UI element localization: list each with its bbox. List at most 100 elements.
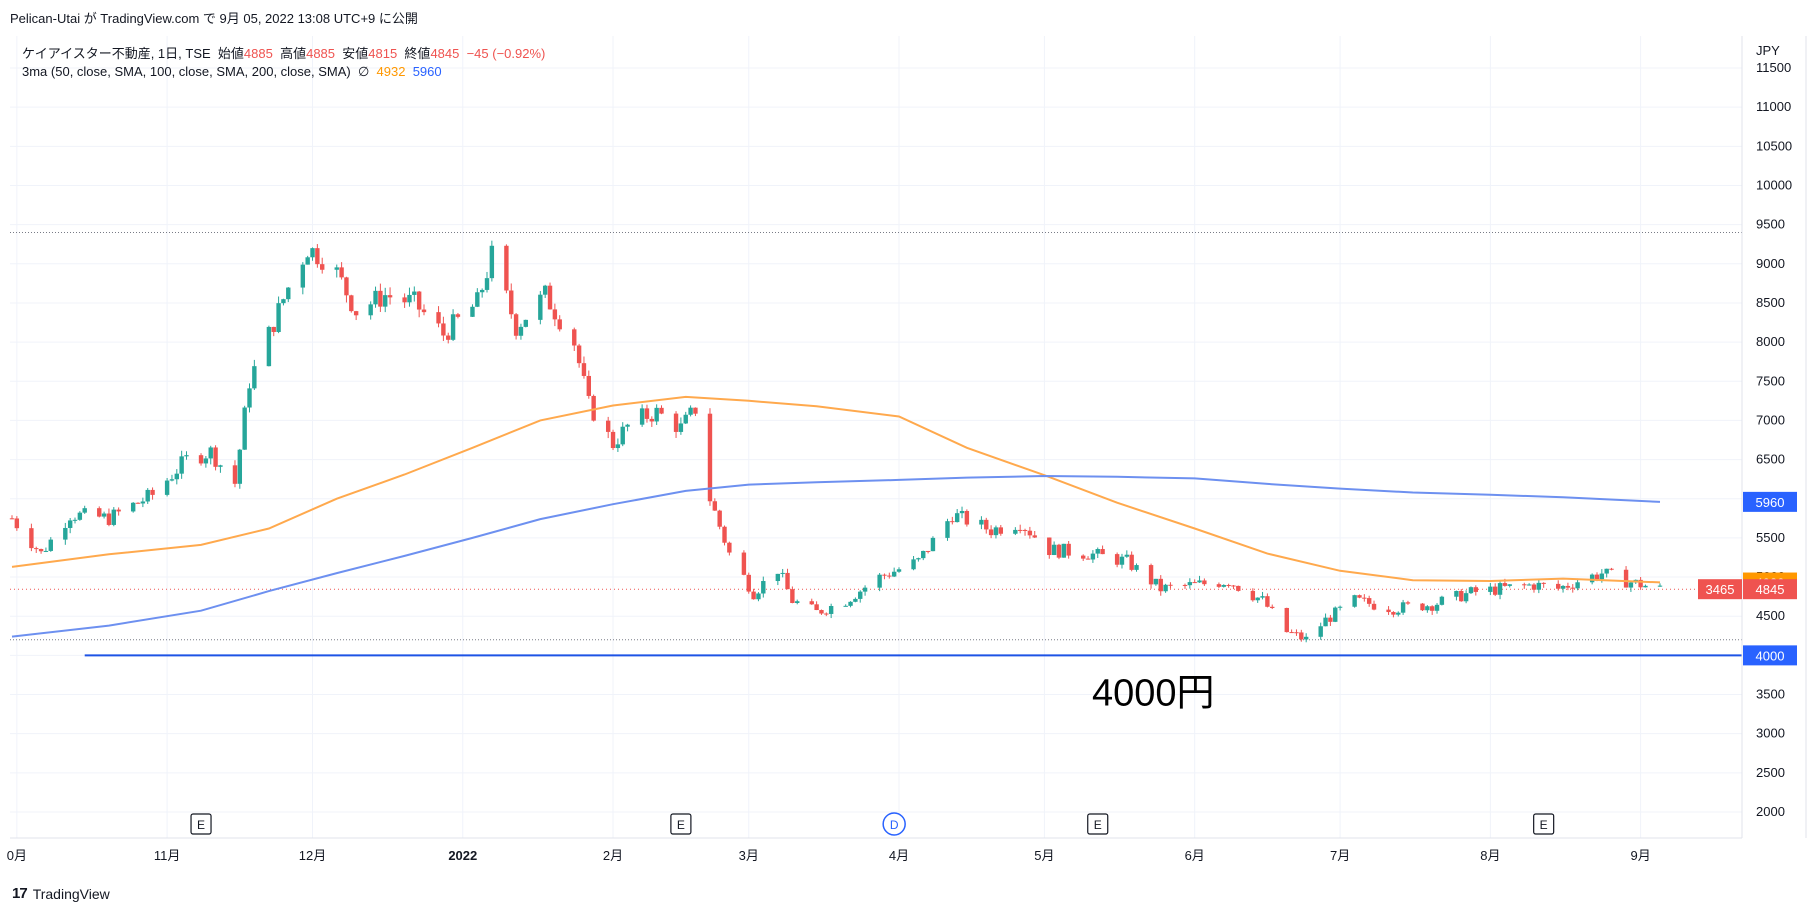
candle-body bbox=[712, 501, 718, 511]
candle-body bbox=[1226, 585, 1231, 587]
candle-body bbox=[1100, 549, 1105, 555]
candle-body bbox=[412, 291, 417, 295]
candle-body bbox=[135, 502, 141, 504]
grid-lines bbox=[10, 36, 1742, 838]
candle-body bbox=[416, 291, 422, 310]
candle-body bbox=[383, 295, 388, 307]
candle-body bbox=[1493, 586, 1498, 595]
candle-body bbox=[945, 521, 950, 538]
low-label: 安値 bbox=[342, 46, 369, 61]
candle-body bbox=[344, 277, 349, 296]
candle-body bbox=[1022, 529, 1028, 531]
candle-body bbox=[509, 290, 514, 315]
candle-body bbox=[673, 413, 679, 432]
candle-body bbox=[761, 581, 766, 594]
candles bbox=[9, 240, 1663, 643]
candle-body bbox=[276, 303, 281, 332]
candle-body bbox=[174, 473, 179, 480]
candle-body bbox=[1129, 554, 1134, 570]
support-line-group[interactable]: 4000円 bbox=[84, 654, 1742, 714]
ma100-value: 4932 bbox=[376, 64, 406, 79]
candle-body bbox=[421, 309, 427, 313]
candle-body bbox=[644, 408, 650, 419]
candle-body bbox=[368, 304, 373, 316]
x-tick-label: 3月 bbox=[739, 848, 759, 863]
candle-body bbox=[1400, 602, 1406, 613]
candle-body bbox=[1468, 587, 1474, 594]
price-badge-label: 4000 bbox=[1756, 648, 1785, 663]
open-label: 始値 bbox=[217, 46, 244, 61]
candle-body bbox=[1556, 583, 1561, 589]
dividend-marker-label: D bbox=[890, 818, 899, 832]
symbol-name[interactable]: ケイアイスター不動産, 1日, TSE bbox=[22, 46, 211, 61]
candle-body bbox=[1628, 582, 1634, 588]
candle-body bbox=[1202, 580, 1207, 585]
candle-body bbox=[1265, 596, 1270, 607]
candle-body bbox=[1357, 595, 1362, 598]
candle-body bbox=[1090, 553, 1096, 560]
close-value: 4845 bbox=[430, 46, 460, 61]
candle-body bbox=[441, 323, 446, 336]
y-tick-label: 11500 bbox=[1756, 60, 1791, 75]
candle-body bbox=[1221, 585, 1226, 587]
candle-body bbox=[741, 552, 747, 575]
candle-body bbox=[959, 510, 965, 514]
currency-label[interactable]: JPY bbox=[1756, 43, 1780, 58]
dividend-marker bbox=[882, 812, 906, 836]
candle-body bbox=[896, 569, 902, 572]
candle-body bbox=[1439, 596, 1445, 605]
y-tick-label: 2500 bbox=[1756, 765, 1785, 780]
candle-body bbox=[576, 345, 582, 364]
candle-body bbox=[179, 456, 184, 474]
y-tick-label: 4500 bbox=[1756, 608, 1785, 623]
candle-body bbox=[707, 413, 713, 502]
candle-body bbox=[1066, 543, 1071, 556]
candle-body bbox=[688, 407, 693, 415]
candle-body bbox=[625, 424, 630, 427]
candle-body bbox=[795, 601, 800, 603]
x-tick-label: 11月 bbox=[154, 848, 181, 863]
candle-body bbox=[1294, 632, 1299, 634]
candle-body bbox=[48, 539, 53, 551]
earnings-marker bbox=[1533, 813, 1555, 835]
candle-body bbox=[402, 297, 407, 303]
candle-body bbox=[882, 574, 887, 576]
candle-body bbox=[998, 527, 1003, 534]
candle-body bbox=[1051, 544, 1057, 556]
candle-body bbox=[1497, 583, 1503, 595]
candle-body bbox=[446, 335, 451, 340]
candle-body bbox=[1299, 632, 1304, 640]
candle-body bbox=[756, 593, 761, 600]
candle-body bbox=[479, 289, 485, 293]
candle-body bbox=[1289, 632, 1294, 634]
x-tick-label: 7月 bbox=[1330, 848, 1350, 863]
indicator-symbol: ∅ bbox=[357, 64, 370, 79]
candle-body bbox=[581, 363, 587, 376]
candle-body bbox=[891, 571, 897, 577]
candle-body bbox=[1192, 582, 1197, 584]
candle-body bbox=[746, 574, 751, 592]
y-tick-label: 2000 bbox=[1756, 804, 1785, 819]
indicator-name[interactable]: 3ma (50, close, SMA, 100, close, SMA, 20… bbox=[22, 64, 351, 79]
candle-body bbox=[1216, 584, 1222, 587]
candle-body bbox=[310, 248, 315, 258]
candle-body bbox=[218, 465, 223, 467]
price-badge bbox=[1743, 491, 1797, 512]
open-value: 4885 bbox=[243, 46, 273, 61]
candle-body bbox=[1085, 558, 1091, 560]
candle-body bbox=[407, 294, 412, 303]
candle-body bbox=[1531, 584, 1537, 590]
ma200-line bbox=[11, 474, 1661, 638]
candle-body bbox=[727, 542, 732, 553]
candle-body bbox=[780, 572, 785, 574]
candle-body bbox=[484, 278, 490, 290]
candle-body bbox=[252, 366, 257, 389]
candle-body bbox=[111, 509, 116, 525]
candle-body bbox=[591, 395, 596, 421]
brand-name: TradingView bbox=[32, 885, 110, 902]
candle-body bbox=[921, 550, 926, 559]
earnings-marker-label: E bbox=[677, 818, 685, 832]
candle-body bbox=[659, 407, 664, 414]
